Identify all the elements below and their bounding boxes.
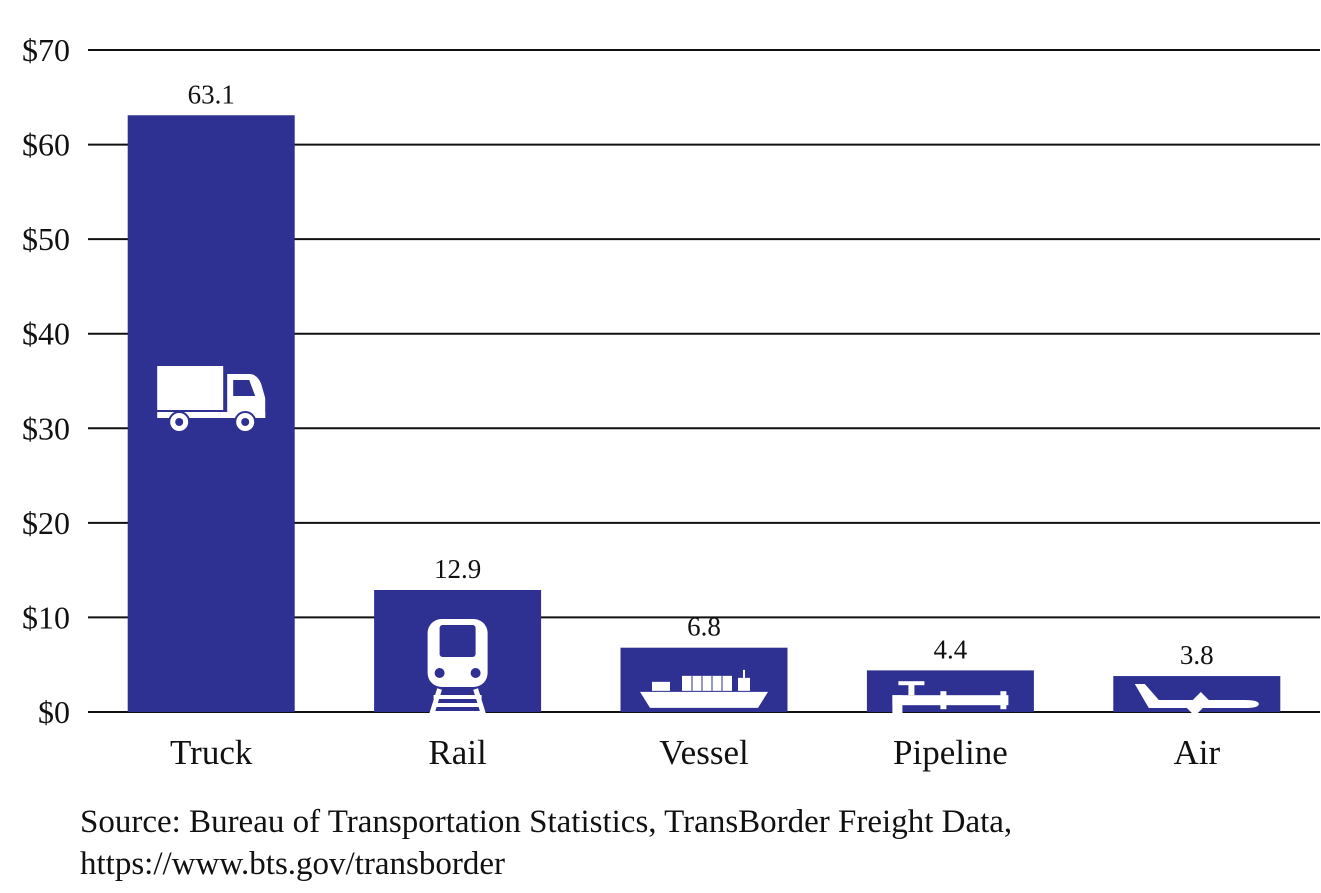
y-tick-label: $40	[22, 316, 70, 352]
data-label: 4.4	[934, 634, 968, 664]
bar-vessel: 6.8	[620, 612, 788, 712]
bar-rect	[866, 670, 1034, 712]
y-axis: $0 $10 $20 $30 $40 $50 $60 $70	[22, 32, 70, 730]
data-label: 3.8	[1180, 640, 1214, 670]
data-label: 63.1	[188, 79, 235, 109]
x-tick-label: Vessel	[659, 733, 749, 772]
bar-rail: 12.9	[374, 554, 542, 722]
source-url: https://www.bts.gov/transborder	[80, 846, 505, 882]
bar-pipeline: 4.4	[866, 634, 1034, 720]
y-tick-label: $0	[38, 694, 70, 730]
x-tick-label: Rail	[428, 733, 487, 772]
y-tick-label: $20	[22, 505, 70, 541]
bar-truck: 63.1	[127, 79, 295, 713]
airplane-icon	[1134, 684, 1259, 717]
y-tick-label: $50	[22, 221, 70, 257]
x-tick-label: Air	[1173, 733, 1220, 772]
ship-icon	[640, 669, 768, 708]
pipeline-icon	[892, 681, 1009, 720]
y-tick-label: $30	[22, 410, 70, 446]
bar-air: 3.8	[1113, 640, 1281, 717]
data-label: 12.9	[434, 554, 481, 584]
data-label: 6.8	[687, 612, 721, 642]
truck-icon	[157, 366, 266, 433]
train-icon	[427, 619, 488, 722]
x-tick-label: Truck	[170, 733, 253, 772]
y-tick-label: $60	[22, 127, 70, 163]
bars: 63.1 12.9 6.8 4.4 3.8	[127, 79, 1281, 722]
x-tick-label: Pipeline	[893, 733, 1008, 772]
source-note: Source: Bureau of Transportation Statist…	[80, 801, 1280, 885]
y-tick-label: $10	[22, 599, 70, 635]
source-line-1: Source: Bureau of Transportation Statist…	[80, 804, 1013, 840]
bar-chart: $0 $10 $20 $30 $40 $50 $60 $70 63.1 12.9 6.8 4.4 3.…	[22, 32, 1320, 772]
y-tick-label: $70	[22, 32, 70, 68]
x-axis: Truck Rail Vessel Pipeline Air	[170, 733, 1220, 772]
